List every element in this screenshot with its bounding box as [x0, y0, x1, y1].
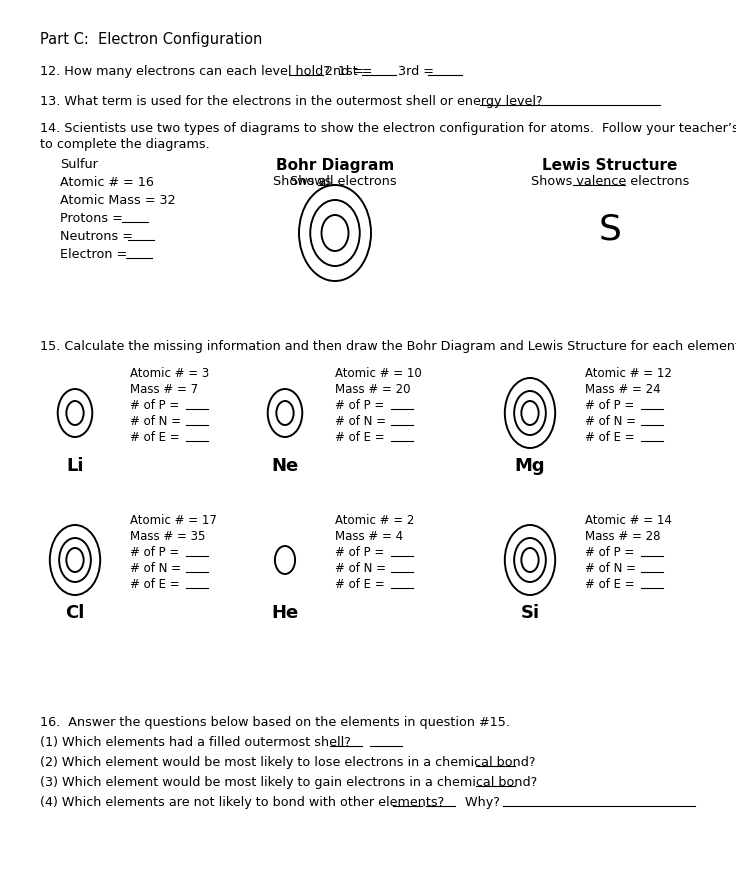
Text: Shows valence electrons: Shows valence electrons	[531, 175, 689, 188]
Text: Ne: Ne	[272, 457, 299, 475]
Text: # of E =: # of E =	[130, 578, 183, 591]
Text: # of P =: # of P =	[585, 399, 638, 412]
Text: Shows: Shows	[290, 175, 335, 188]
Text: Bohr Diagram: Bohr Diagram	[276, 158, 394, 173]
Text: (2) Which element would be most likely to lose electrons in a chemical bond?: (2) Which element would be most likely t…	[40, 756, 543, 769]
Text: # of N =: # of N =	[335, 562, 390, 575]
Text: Atomic # = 12: Atomic # = 12	[585, 367, 672, 380]
Text: 15. Calculate the missing information and then draw the Bohr Diagram and Lewis S: 15. Calculate the missing information an…	[40, 340, 736, 353]
Text: # of E =: # of E =	[335, 578, 389, 591]
Text: Neutrons =: Neutrons =	[60, 230, 137, 243]
Text: to complete the diagrams.: to complete the diagrams.	[40, 138, 210, 151]
Text: Mass # = 4: Mass # = 4	[335, 530, 403, 543]
Text: # of N =: # of N =	[585, 415, 640, 428]
Text: Atomic # = 16: Atomic # = 16	[60, 176, 154, 189]
Text: # of E =: # of E =	[585, 578, 638, 591]
Text: Cl: Cl	[66, 604, 85, 622]
Text: Mg: Mg	[514, 457, 545, 475]
Text: # of E =: # of E =	[335, 431, 389, 444]
Text: 12. How many electrons can each level hold?  1st =: 12. How many electrons can each level ho…	[40, 65, 377, 78]
Text: # of N =: # of N =	[130, 415, 185, 428]
Text: # of P =: # of P =	[130, 546, 183, 559]
Text: Mass # = 20: Mass # = 20	[335, 383, 411, 396]
Text: 3rd =: 3rd =	[398, 65, 438, 78]
Text: Shows all electrons: Shows all electrons	[273, 175, 397, 188]
Text: 13. What term is used for the electrons in the outermost shell or energy level?: 13. What term is used for the electrons …	[40, 95, 551, 108]
Text: # of P =: # of P =	[335, 399, 388, 412]
Text: # of P =: # of P =	[585, 546, 638, 559]
Text: # of N =: # of N =	[335, 415, 390, 428]
Text: # of P =: # of P =	[335, 546, 388, 559]
Text: Atomic # = 2: Atomic # = 2	[335, 514, 414, 527]
Text: Protons =: Protons =	[60, 212, 127, 225]
Text: Part C:  Electron Configuration: Part C: Electron Configuration	[40, 32, 262, 47]
Text: # of N =: # of N =	[585, 562, 640, 575]
Text: Mass # = 28: Mass # = 28	[585, 530, 660, 543]
Text: # of N =: # of N =	[130, 562, 185, 575]
Text: S: S	[598, 213, 621, 247]
Text: Atomic # = 3: Atomic # = 3	[130, 367, 209, 380]
Text: (1) Which elements had a filled outermost shell?: (1) Which elements had a filled outermos…	[40, 736, 359, 749]
Text: 2nd =: 2nd =	[325, 65, 368, 78]
Text: Atomic # = 17: Atomic # = 17	[130, 514, 217, 527]
Text: # of E =: # of E =	[130, 431, 183, 444]
Text: Sulfur: Sulfur	[60, 158, 98, 171]
Text: Li: Li	[66, 457, 84, 475]
Text: Atomic # = 10: Atomic # = 10	[335, 367, 422, 380]
Text: # of E =: # of E =	[585, 431, 638, 444]
Text: Electron =: Electron =	[60, 248, 131, 261]
Text: (4) Which elements are not likely to bond with other elements?: (4) Which elements are not likely to bon…	[40, 796, 452, 809]
Text: He: He	[272, 604, 299, 622]
Text: 16.  Answer the questions below based on the elements in question #15.: 16. Answer the questions below based on …	[40, 716, 510, 729]
Text: Atomic Mass = 32: Atomic Mass = 32	[60, 194, 176, 207]
Text: # of P =: # of P =	[130, 399, 183, 412]
Text: (3) Which element would be most likely to gain electrons in a chemical bond?: (3) Which element would be most likely t…	[40, 776, 545, 789]
Text: Why?: Why?	[457, 796, 508, 809]
Text: Lewis Structure: Lewis Structure	[542, 158, 678, 173]
Text: Mass # = 7: Mass # = 7	[130, 383, 198, 396]
Text: Mass # = 24: Mass # = 24	[585, 383, 661, 396]
Text: 14. Scientists use two types of diagrams to show the electron configuration for : 14. Scientists use two types of diagrams…	[40, 122, 736, 135]
Text: Atomic # = 14: Atomic # = 14	[585, 514, 672, 527]
Text: Si: Si	[520, 604, 539, 622]
Text: Mass # = 35: Mass # = 35	[130, 530, 205, 543]
